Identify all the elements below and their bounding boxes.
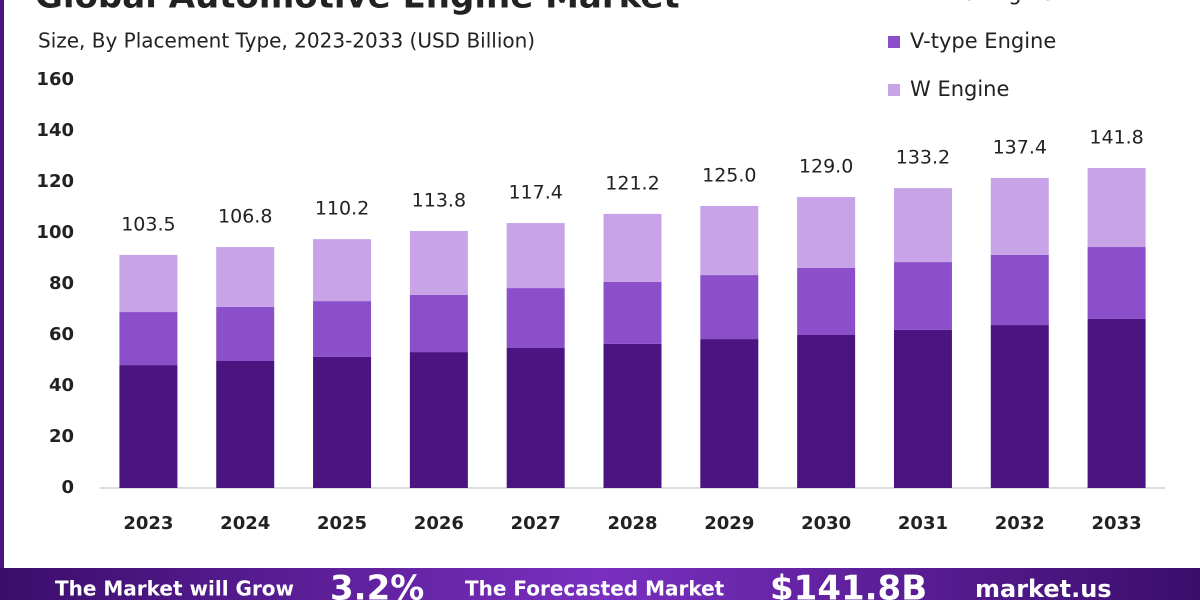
bar-segment bbox=[893, 262, 952, 330]
x-tick-label: 2025 bbox=[317, 513, 367, 534]
edge bbox=[0, 0, 4, 570]
bar-segment bbox=[119, 254, 178, 313]
bar-segment bbox=[216, 306, 275, 362]
bar-segment bbox=[409, 352, 468, 488]
bar-segment bbox=[1087, 318, 1146, 488]
bar-segment bbox=[506, 348, 565, 488]
bar-segment bbox=[893, 329, 952, 488]
x-tick-label: 2023 bbox=[123, 513, 173, 534]
banner-text: $141.8B bbox=[770, 569, 927, 600]
bar-segment bbox=[893, 188, 952, 263]
x-tick-label: 2028 bbox=[607, 513, 657, 534]
y-tick-label: 100 bbox=[36, 222, 74, 243]
bar-segment bbox=[409, 230, 468, 295]
bar-segment bbox=[797, 267, 856, 335]
bar-segment bbox=[990, 177, 1049, 255]
total-label: 110.2 bbox=[315, 198, 369, 220]
bar-segment bbox=[797, 197, 856, 268]
bar-segment bbox=[1087, 247, 1146, 319]
total-label: 133.2 bbox=[896, 147, 950, 169]
legend-swatch bbox=[888, 36, 900, 48]
legend-label: In-line Engine bbox=[910, 0, 1054, 5]
bar-segment bbox=[700, 275, 759, 340]
legend-label: W Engine bbox=[910, 77, 1009, 101]
y-tick-label: 80 bbox=[49, 273, 74, 294]
bar-segment bbox=[216, 247, 275, 307]
x-tick-label: 2024 bbox=[220, 513, 270, 534]
total-label: 137.4 bbox=[993, 136, 1047, 158]
total-label: 121.2 bbox=[605, 172, 659, 194]
y-tick-label: 120 bbox=[36, 171, 74, 192]
x-tick-label: 2031 bbox=[898, 513, 948, 534]
total-label: 125.0 bbox=[702, 164, 756, 186]
banner-text: 3.2% bbox=[330, 569, 424, 600]
y-tick-label: 20 bbox=[49, 426, 74, 447]
total-label: 129.0 bbox=[799, 156, 853, 178]
total-label: 103.5 bbox=[121, 213, 175, 235]
bar-segment bbox=[313, 356, 372, 488]
total-label: 106.8 bbox=[218, 206, 272, 228]
banner-text: market.us bbox=[975, 575, 1112, 600]
bar-segment bbox=[409, 294, 468, 353]
bar-segment bbox=[700, 339, 759, 488]
chart-title: Global Automotive Engine Market bbox=[35, 0, 680, 17]
total-label: 141.8 bbox=[1089, 126, 1143, 148]
y-tick-label: 40 bbox=[49, 375, 74, 396]
subtitle: Size, By Placement Type, 2023-2033 (USD … bbox=[38, 29, 535, 53]
bar-segment bbox=[797, 335, 856, 488]
x-tick-label: 2029 bbox=[704, 513, 754, 534]
x-tick-label: 2030 bbox=[801, 513, 851, 534]
x-tick-label: 2027 bbox=[511, 513, 561, 534]
banner-text: The Forecasted Market bbox=[465, 577, 725, 600]
legend-label: V-type Engine bbox=[910, 29, 1056, 53]
bar-segment bbox=[119, 365, 178, 488]
banner bbox=[0, 568, 1200, 600]
bar-segment bbox=[990, 325, 1049, 488]
y-tick-label: 60 bbox=[49, 324, 74, 345]
total-label: 113.8 bbox=[412, 189, 466, 211]
bar-segment bbox=[119, 312, 178, 366]
legend-swatch bbox=[888, 84, 900, 96]
total-label: 117.4 bbox=[508, 182, 562, 204]
bar-segment bbox=[603, 281, 662, 344]
y-tick-label: 160 bbox=[36, 69, 74, 90]
bar-segment bbox=[990, 254, 1049, 326]
bar-segment bbox=[603, 213, 662, 282]
bar-segment bbox=[313, 239, 372, 302]
x-tick-label: 2032 bbox=[995, 513, 1045, 534]
bar-segment bbox=[1087, 167, 1146, 248]
bar-segment bbox=[506, 223, 565, 289]
y-tick-label: 0 bbox=[61, 477, 74, 498]
bar-segment bbox=[313, 301, 372, 357]
y-tick-label: 140 bbox=[36, 120, 74, 141]
banner-text: The Market will Grow bbox=[55, 577, 294, 600]
bar-segment bbox=[216, 361, 275, 488]
bar-segment bbox=[603, 343, 662, 488]
x-tick-label: 2033 bbox=[1092, 513, 1142, 534]
bar-segment bbox=[506, 288, 565, 349]
x-tick-label: 2026 bbox=[414, 513, 464, 534]
bar-segment bbox=[700, 205, 759, 276]
